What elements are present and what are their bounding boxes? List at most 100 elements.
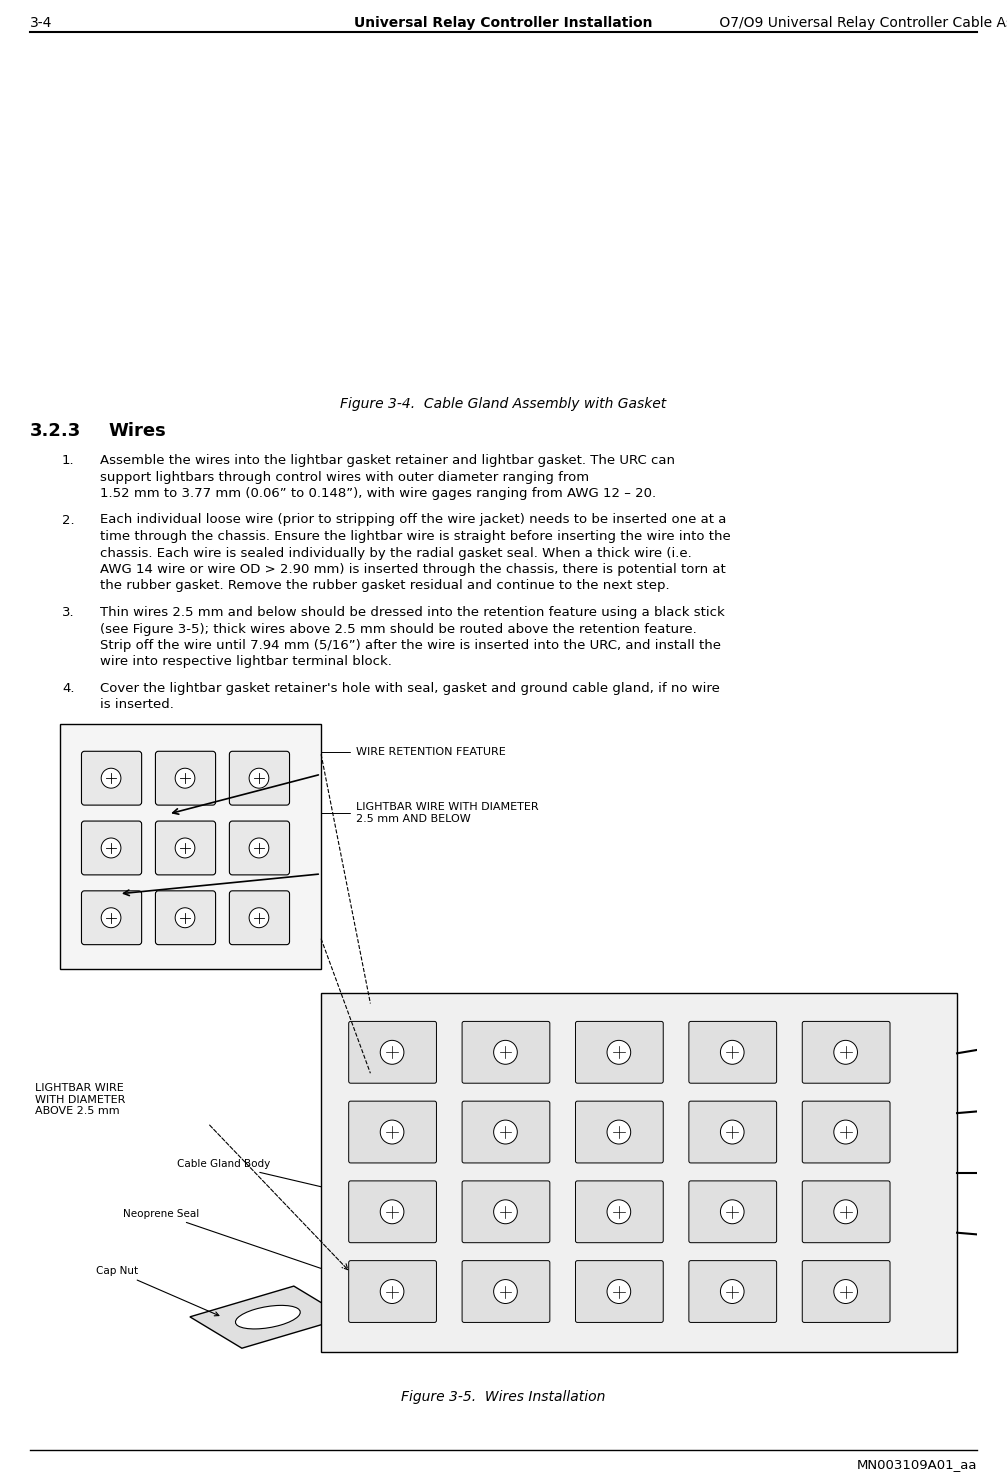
FancyBboxPatch shape: [803, 1181, 890, 1243]
Circle shape: [249, 907, 269, 928]
Circle shape: [249, 769, 269, 788]
Text: O7/O9 Universal Relay Controller Cable Assembly: O7/O9 Universal Relay Controller Cable A…: [715, 16, 1007, 29]
Circle shape: [493, 1280, 518, 1304]
FancyBboxPatch shape: [689, 1021, 776, 1083]
FancyBboxPatch shape: [462, 1261, 550, 1323]
FancyBboxPatch shape: [230, 820, 290, 875]
Text: 2.: 2.: [62, 514, 75, 526]
Polygon shape: [680, 1109, 835, 1158]
Circle shape: [175, 769, 195, 788]
Text: 1.52 mm to 3.77 mm (0.06” to 0.148”), with wire gages ranging from AWG 12 – 20.: 1.52 mm to 3.77 mm (0.06” to 0.148”), wi…: [100, 488, 657, 499]
Text: Thin wires 2.5 mm and below should be dressed into the retention feature using a: Thin wires 2.5 mm and below should be dr…: [100, 605, 725, 619]
Circle shape: [101, 907, 121, 928]
Polygon shape: [190, 1286, 345, 1348]
Text: Strip off the wire until 7.94 mm (5/16”) after the wire is inserted into the URC: Strip off the wire until 7.94 mm (5/16”)…: [100, 639, 721, 653]
Text: 4.: 4.: [62, 682, 75, 695]
Ellipse shape: [491, 1208, 572, 1237]
Bar: [59, 725, 321, 969]
Circle shape: [720, 1040, 744, 1065]
Text: Cap Nut: Cap Nut: [96, 1267, 219, 1315]
Ellipse shape: [615, 1174, 664, 1192]
Text: Assemble the wires into the lightbar gasket retainer and lightbar gasket. The UR: Assemble the wires into the lightbar gas…: [100, 454, 675, 467]
Circle shape: [381, 1200, 404, 1224]
Text: wire into respective lightbar terminal block.: wire into respective lightbar terminal b…: [100, 655, 392, 669]
Text: AWG 14 wire or wire OD > 2.90 mm) is inserted through the chassis, there is pote: AWG 14 wire or wire OD > 2.90 mm) is ins…: [100, 563, 726, 576]
FancyBboxPatch shape: [575, 1181, 664, 1243]
Text: Figure 3-5.  Wires Installation: Figure 3-5. Wires Installation: [401, 1391, 605, 1404]
Text: Neoprene Seal: Neoprene Seal: [123, 1209, 336, 1274]
Circle shape: [381, 1040, 404, 1065]
Text: Each individual loose wire (prior to stripping off the wire jacket) needs to be : Each individual loose wire (prior to str…: [100, 514, 726, 526]
Ellipse shape: [471, 1214, 552, 1243]
Ellipse shape: [333, 1256, 438, 1295]
FancyBboxPatch shape: [803, 1261, 890, 1323]
Text: 3.: 3.: [62, 605, 75, 619]
FancyBboxPatch shape: [462, 1181, 550, 1243]
Ellipse shape: [735, 1125, 779, 1142]
Circle shape: [834, 1119, 858, 1145]
Text: Gasket, Cable Gland: Gasket, Cable Gland: [680, 1152, 918, 1184]
FancyBboxPatch shape: [82, 751, 142, 806]
Bar: [321, 993, 957, 1352]
Circle shape: [720, 1119, 744, 1145]
FancyBboxPatch shape: [689, 1261, 776, 1323]
Circle shape: [381, 1280, 404, 1304]
FancyBboxPatch shape: [462, 1021, 550, 1083]
Circle shape: [175, 838, 195, 857]
Circle shape: [607, 1280, 630, 1304]
FancyBboxPatch shape: [82, 891, 142, 944]
Circle shape: [493, 1119, 518, 1145]
Circle shape: [175, 907, 195, 928]
Text: Universal Relay Controller Installation: Universal Relay Controller Installation: [353, 16, 653, 29]
Text: LIGHTBAR WIRE WITH DIAMETER
2.5 mm AND BELOW: LIGHTBAR WIRE WITH DIAMETER 2.5 mm AND B…: [321, 803, 538, 841]
Text: Counter Nut: Counter Nut: [798, 1097, 939, 1137]
Circle shape: [607, 1200, 630, 1224]
Ellipse shape: [484, 1209, 565, 1239]
Circle shape: [607, 1040, 630, 1065]
Circle shape: [834, 1280, 858, 1304]
Circle shape: [249, 838, 269, 857]
Circle shape: [834, 1040, 858, 1065]
FancyBboxPatch shape: [803, 1021, 890, 1083]
Circle shape: [720, 1280, 744, 1304]
Polygon shape: [712, 1115, 803, 1150]
Ellipse shape: [478, 1212, 559, 1240]
Text: support lightbars through control wires with outer diameter ranging from: support lightbars through control wires …: [100, 470, 589, 483]
FancyBboxPatch shape: [689, 1102, 776, 1164]
FancyBboxPatch shape: [575, 1102, 664, 1164]
FancyBboxPatch shape: [689, 1181, 776, 1243]
Ellipse shape: [236, 1305, 300, 1329]
Text: MN003109A01_aa: MN003109A01_aa: [857, 1458, 977, 1472]
FancyBboxPatch shape: [155, 751, 215, 806]
Text: LIGHTBAR WIRE
WITH DIAMETER
ABOVE 2.5 mm: LIGHTBAR WIRE WITH DIAMETER ABOVE 2.5 mm: [35, 1083, 126, 1117]
Text: Figure 3-4.  Cable Gland Assembly with Gasket: Figure 3-4. Cable Gland Assembly with Ga…: [340, 398, 666, 411]
Circle shape: [493, 1040, 518, 1065]
FancyBboxPatch shape: [348, 1261, 436, 1323]
Text: time through the chassis. Ensure the lightbar wire is straight before inserting : time through the chassis. Ensure the lig…: [100, 530, 731, 544]
FancyBboxPatch shape: [348, 1181, 436, 1243]
Ellipse shape: [356, 1265, 415, 1286]
Text: is inserted.: is inserted.: [100, 698, 174, 711]
Circle shape: [834, 1200, 858, 1224]
Text: 3.2.3: 3.2.3: [30, 421, 82, 440]
Text: 3-4: 3-4: [30, 16, 52, 29]
Ellipse shape: [498, 1206, 579, 1234]
FancyBboxPatch shape: [82, 820, 142, 875]
FancyBboxPatch shape: [230, 891, 290, 944]
FancyBboxPatch shape: [575, 1021, 664, 1083]
Circle shape: [101, 769, 121, 788]
Circle shape: [607, 1119, 630, 1145]
Text: WIRE RETENTION FEATURE: WIRE RETENTION FEATURE: [321, 747, 506, 766]
Circle shape: [720, 1200, 744, 1224]
Text: 1.: 1.: [62, 454, 75, 467]
Text: chassis. Each wire is sealed individually by the radial gasket seal. When a thic: chassis. Each wire is sealed individuall…: [100, 546, 692, 560]
FancyBboxPatch shape: [155, 820, 215, 875]
FancyBboxPatch shape: [462, 1102, 550, 1164]
Text: Cover the lightbar gasket retainer's hole with seal, gasket and ground cable gla: Cover the lightbar gasket retainer's hol…: [100, 682, 720, 695]
Text: Cable Gland Body: Cable Gland Body: [177, 1159, 481, 1226]
FancyBboxPatch shape: [348, 1102, 436, 1164]
Circle shape: [101, 838, 121, 857]
FancyBboxPatch shape: [155, 891, 215, 944]
FancyBboxPatch shape: [803, 1102, 890, 1164]
FancyBboxPatch shape: [575, 1261, 664, 1323]
